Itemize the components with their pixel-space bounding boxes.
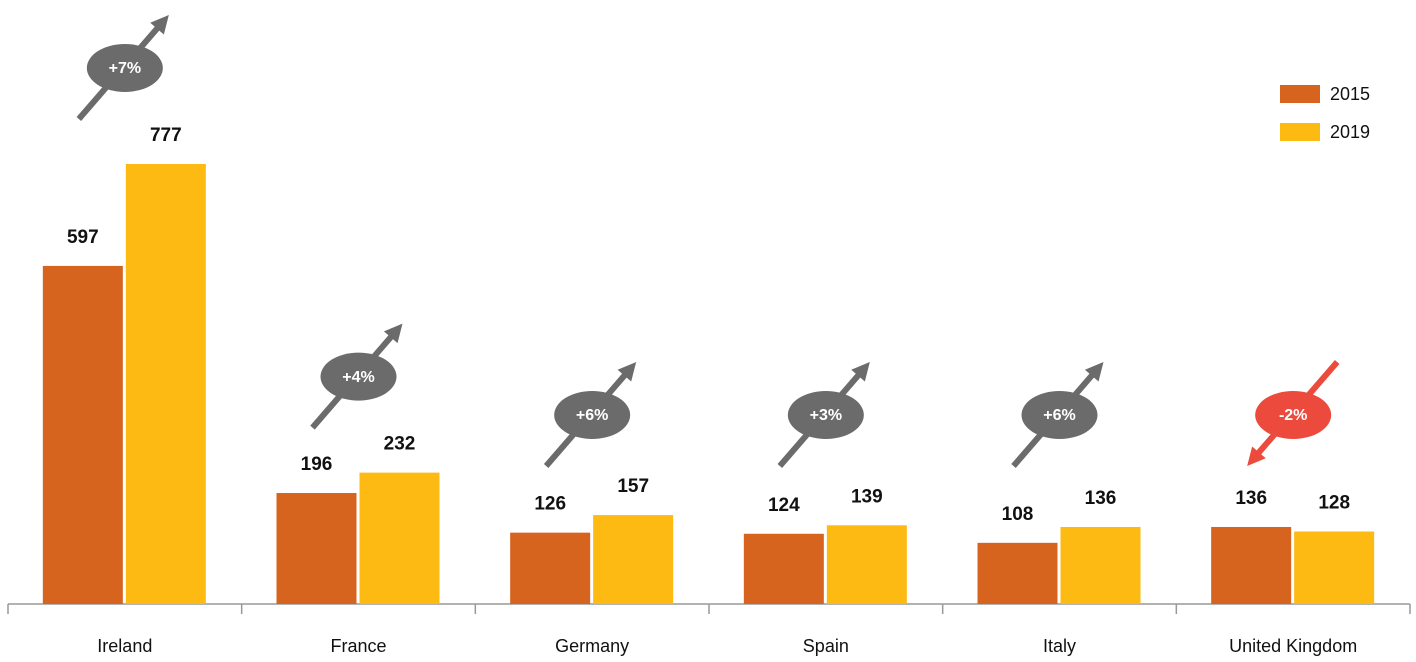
bar [1211,526,1292,604]
change-badge [554,391,631,439]
value-label: 777 [150,125,182,146]
change-arrowhead [1084,362,1104,382]
value-label: 126 [534,494,566,515]
bar [1060,526,1141,604]
x-tick-label: Ireland [97,636,152,656]
change-label: +6% [1043,407,1075,424]
value-label: 139 [851,486,883,507]
bar [593,515,674,604]
bar [276,493,357,604]
x-tick-label: United Kingdom [1229,636,1357,656]
change-label: +3% [810,407,842,424]
bar [510,532,591,604]
change-arrowhead [383,323,403,344]
change-arrowhead [617,362,637,382]
legend-label: 2015 [1330,84,1370,104]
value-label: 124 [768,495,800,516]
change-label: +6% [576,407,608,424]
value-label: 128 [1318,493,1350,514]
x-tick-label: Spain [803,636,849,656]
value-label: 196 [301,454,333,475]
change-arrowhead [851,362,870,382]
change-badge [1255,391,1332,439]
value-label: 597 [67,227,99,248]
change-label: +4% [342,369,374,386]
change-arrowhead [1247,446,1266,466]
bar [826,525,907,604]
x-tick-label: Germany [555,636,629,656]
value-label: 157 [617,476,649,497]
legend-swatch [1280,85,1320,103]
value-label: 136 [1235,488,1267,509]
x-tick-label: Italy [1043,636,1076,656]
bar [977,542,1058,604]
value-label: 108 [1002,504,1034,525]
legend-label: 2019 [1330,122,1370,142]
change-label: +7% [109,60,141,77]
legend-swatch [1280,123,1320,141]
value-label: 232 [384,434,416,455]
bar [743,533,824,604]
change-badge [320,352,397,401]
bar [42,265,123,604]
bar [359,472,440,604]
change-badge [787,391,864,439]
change-arrowhead [150,15,169,35]
change-badge [1021,391,1098,439]
change-badge [86,44,163,92]
bar [1294,531,1375,604]
change-label: -2% [1279,407,1307,424]
value-label: 136 [1085,488,1117,509]
bar [125,164,206,604]
x-tick-label: France [330,636,386,656]
